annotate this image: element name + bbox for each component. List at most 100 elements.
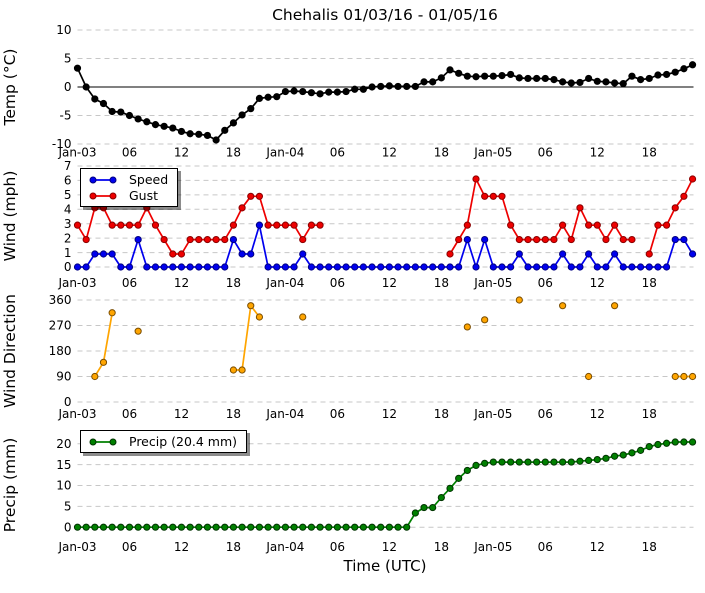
direction-x-tick-label: 06 [330, 407, 345, 421]
wind-marker [671, 235, 679, 244]
precip-marker [645, 443, 653, 451]
precip-marker [221, 523, 229, 531]
wind-x-tick-label: 12 [382, 276, 397, 290]
temp-marker [195, 130, 203, 138]
legend-line-sample [89, 176, 117, 183]
temp-x-tick-label: 12 [590, 146, 605, 160]
temp-marker [585, 74, 593, 83]
precip-marker [351, 523, 359, 531]
wind-marker [585, 250, 593, 258]
wind-marker [567, 235, 575, 244]
wind-series-speed [73, 221, 697, 271]
temp-line [76, 64, 693, 141]
precip-marker [143, 523, 151, 531]
wind-marker [611, 221, 619, 229]
precip-marker [247, 523, 255, 531]
temp-y-axis-label: Temp (°C) [1, 49, 19, 127]
wind-x-tick-label: Jan-05 [473, 276, 512, 290]
wind-marker [533, 235, 541, 244]
temp-marker [489, 72, 497, 80]
precip-marker [342, 523, 350, 531]
precip-marker [515, 458, 523, 466]
wind-marker [186, 263, 194, 271]
precip-marker [411, 509, 419, 517]
wind-x-tick-label: 18 [226, 276, 241, 290]
direction-marker [299, 313, 307, 321]
temp-marker [82, 83, 90, 91]
wind-marker [169, 250, 177, 258]
temp-marker [515, 74, 523, 82]
precip-x-tick-label: 12 [174, 540, 189, 554]
legend-item: Speed [86, 172, 168, 187]
temp-marker [481, 72, 489, 80]
wind-y-tick-label: 4 [64, 202, 72, 216]
wind-marker [177, 250, 186, 258]
wind-marker [619, 263, 627, 271]
direction-marker [99, 358, 108, 366]
wind-marker [411, 263, 419, 271]
temp-marker [602, 78, 610, 86]
temp-marker [264, 93, 272, 101]
precip-x-tick-label: 06 [330, 540, 345, 554]
temp-y-tick-label: 10 [56, 23, 71, 37]
precip-marker [290, 523, 298, 531]
precip-line [77, 441, 693, 529]
temp-marker [654, 71, 662, 79]
temp-marker [662, 70, 671, 79]
direction-marker [255, 313, 264, 321]
wind-x-tick-label: 12 [174, 276, 189, 290]
precip-marker [489, 458, 497, 466]
wind-marker [463, 235, 471, 244]
precip-marker [524, 458, 532, 466]
wind-marker [662, 263, 671, 271]
precip-marker [255, 523, 264, 531]
direction-marker [247, 302, 255, 310]
wind-marker [619, 235, 627, 244]
wind-x-tick-label: Jan-04 [265, 276, 304, 290]
wind-marker [316, 221, 324, 229]
precip-series-precip-20-4-mm- [73, 438, 697, 531]
precip-y-axis-label: Precip (mm) [1, 438, 19, 533]
wind-marker [117, 263, 125, 271]
temp-x-tick-label: Jan-05 [473, 146, 512, 160]
temp-marker [359, 85, 367, 93]
precip-marker [533, 458, 541, 466]
wind-marker [307, 221, 316, 229]
wind-marker [316, 263, 324, 271]
temp-marker [385, 82, 393, 90]
wind-y-tick-label: 7 [64, 159, 72, 173]
direction-x-tick-label: 06 [122, 407, 137, 421]
temp-y-tick-label: -5 [60, 109, 72, 123]
precip-marker [281, 523, 290, 531]
legend-line-sample [89, 192, 117, 199]
precip-marker [177, 523, 186, 531]
temp-marker [611, 79, 619, 87]
precip-marker [576, 457, 584, 465]
precip-marker [238, 523, 246, 531]
temp-marker [403, 82, 411, 91]
precip-marker [73, 523, 82, 531]
wind-marker [489, 263, 497, 271]
wind-marker [628, 235, 636, 244]
wind-x-tick-label: 06 [538, 276, 553, 290]
direction-line [94, 305, 693, 378]
precip-marker [212, 523, 220, 531]
precip-marker [507, 458, 515, 466]
precip-marker [160, 523, 168, 531]
temp-marker [281, 87, 290, 96]
wind-marker [255, 221, 264, 229]
temp-marker [446, 66, 454, 74]
wind-marker [99, 250, 108, 258]
wind-marker [160, 263, 168, 271]
wind-x-tick-label: 06 [330, 276, 345, 290]
precip-marker [203, 523, 212, 531]
precip-marker [359, 523, 367, 531]
legend-label: Speed [129, 172, 169, 187]
direction-marker [463, 323, 471, 331]
wind-marker [264, 263, 272, 271]
wind-marker [108, 250, 116, 258]
wind-marker [541, 235, 549, 244]
